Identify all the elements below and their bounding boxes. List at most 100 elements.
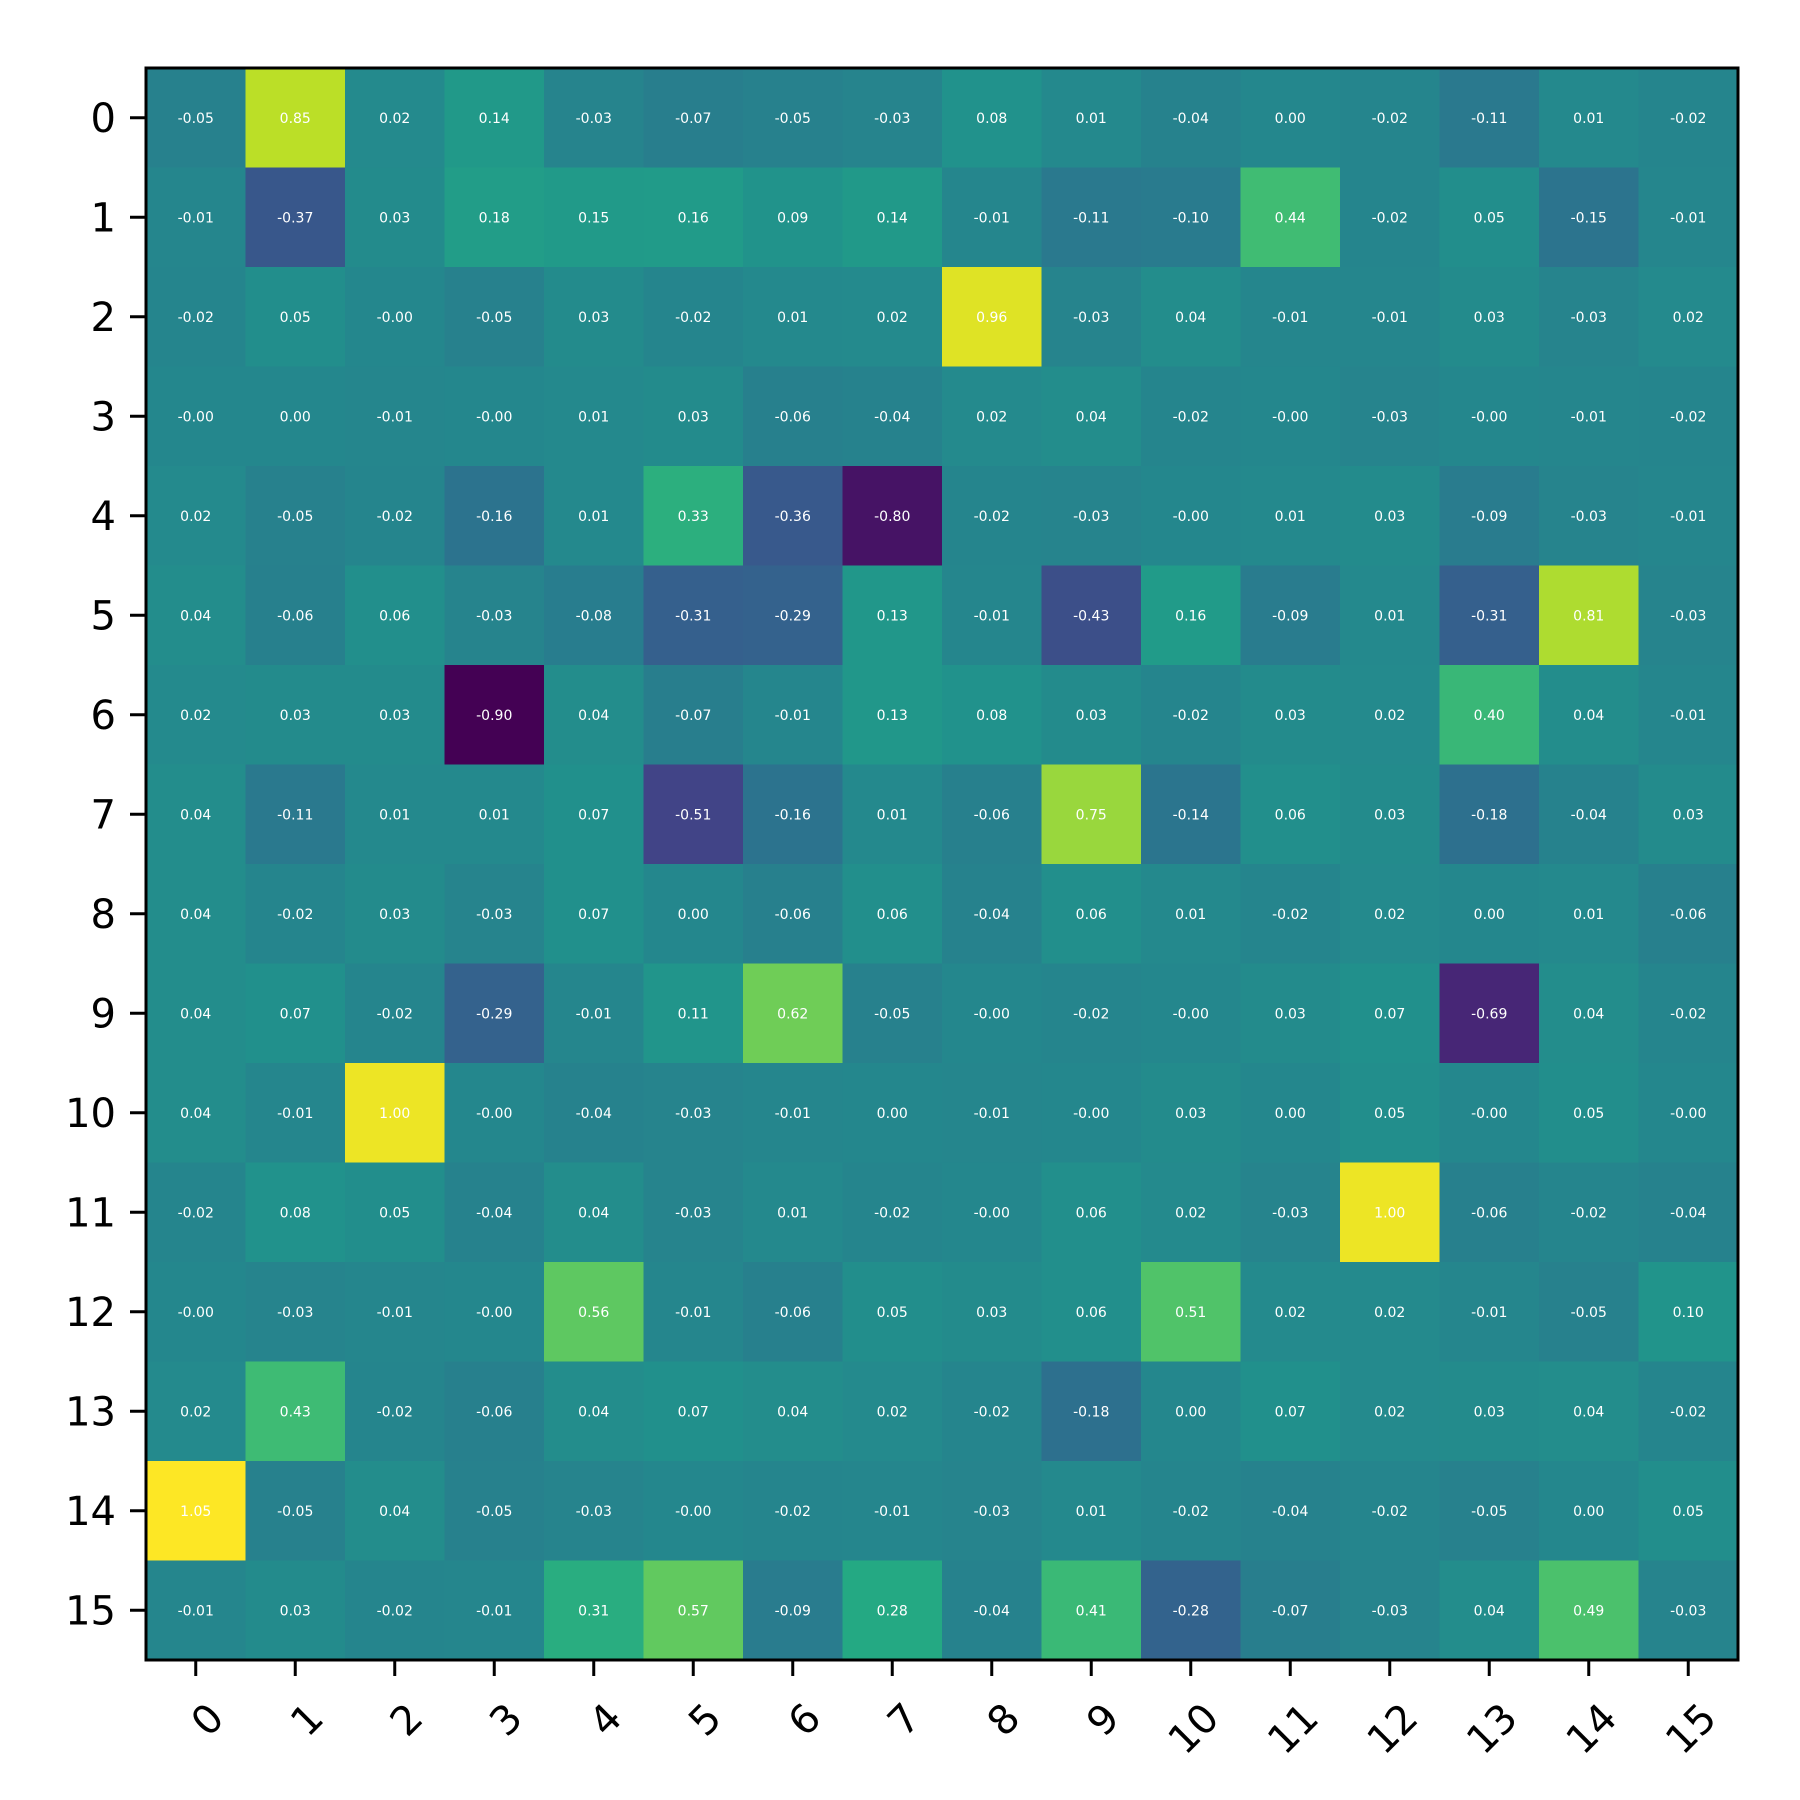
heatmap-cell-r15-c0 [146,1560,247,1661]
cell-value-label-r13-c14: 0.04 [1573,1404,1604,1420]
cell-value-label-r14-c12: -0.02 [1372,1504,1408,1520]
cell-value-label-r3-c0: -0.00 [178,409,214,425]
cell-value-label-r0-c13: -0.11 [1471,111,1507,127]
cell-value-label-r11-c12: 1.00 [1374,1205,1405,1221]
cell-value-label-r11-c11: -0.03 [1272,1205,1308,1221]
heatmap-cell-r0-c1 [245,68,346,169]
heatmap-cell-r14-c3 [444,1461,545,1562]
heatmap-cell-r12-c9 [1041,1262,1142,1363]
heatmap-cell-r12-c14 [1539,1262,1640,1363]
heatmap-cell-r9-c9 [1041,963,1142,1064]
cell-value-label-r3-c9: 0.04 [1076,409,1107,425]
cell-value-label-r3-c10: -0.02 [1173,409,1209,425]
cell-value-label-r9-c7: -0.05 [874,1006,910,1022]
cell-value-label-r10-c9: -0.00 [1073,1106,1109,1122]
heatmap-cell-r3-c12 [1340,366,1441,467]
heatmap-cell-r6-c1 [245,665,346,766]
cell-value-label-r11-c6: 0.01 [777,1205,808,1221]
heatmap-cell-r0-c2 [345,68,446,169]
x-tick-label-10: 10 [1160,1695,1229,1764]
heatmap-cell-r11-c8 [942,1162,1043,1263]
heatmap-cell-r8-c2 [345,864,446,965]
heatmap-cell-r1-c8 [942,167,1043,268]
cell-value-label-r6-c10: -0.02 [1173,708,1209,724]
cell-value-label-r9-c13: -0.69 [1471,1006,1507,1022]
heatmap-cell-r11-c2 [345,1162,446,1263]
cell-value-label-r11-c15: -0.04 [1670,1205,1706,1221]
cell-value-label-r4-c5: 0.33 [678,509,709,525]
heatmap-cell-r14-c11 [1240,1461,1341,1562]
heatmap-cell-r12-c2 [345,1262,446,1363]
heatmap-cell-r8-c9 [1041,864,1142,965]
x-tick-label-15: 15 [1657,1695,1726,1764]
cell-value-label-r0-c6: -0.05 [775,111,811,127]
cell-value-label-r3-c12: -0.03 [1372,409,1408,425]
cell-value-label-r8-c8: -0.04 [974,907,1010,923]
cell-value-label-r6-c4: 0.04 [578,708,609,724]
cell-value-label-r6-c15: -0.01 [1670,708,1706,724]
heatmap-cell-r11-c15 [1638,1162,1739,1263]
heatmap-cell-r13-c12 [1340,1361,1441,1462]
heatmap-cell-r13-c14 [1539,1361,1640,1462]
heatmap-cell-r4-c7 [842,466,943,567]
heatmap-cell-r4-c1 [245,466,346,567]
heatmap-cell-r0-c12 [1340,68,1441,169]
heatmap-cell-r2-c10 [1141,267,1242,368]
heatmap-cell-r14-c6 [743,1461,844,1562]
heatmap-cell-r8-c1 [245,864,346,965]
heatmap-cell-r12-c10 [1141,1262,1242,1363]
cell-value-label-r9-c1: 0.07 [280,1006,311,1022]
cell-value-label-r0-c5: -0.07 [675,111,711,127]
heatmap-cell-r6-c9 [1041,665,1142,766]
heatmap-cell-r15-c2 [345,1560,446,1661]
heatmap-cell-r7-c14 [1539,764,1640,865]
x-tick-label-4: 4 [581,1695,632,1746]
heatmap-cell-r10-c10 [1141,1063,1242,1164]
cell-value-label-r3-c7: -0.04 [874,409,910,425]
cell-value-label-r14-c9: 0.01 [1076,1504,1107,1520]
cell-value-label-r0-c9: 0.01 [1076,111,1107,127]
heatmap-cell-r4-c13 [1439,466,1540,567]
heatmap-cell-r8-c4 [544,864,645,965]
cell-value-label-r1-c12: -0.02 [1372,210,1408,226]
heatmap-cell-r13-c3 [444,1361,545,1462]
heatmap-cell-r8-c13 [1439,864,1540,965]
heatmap-cell-r10-c7 [842,1063,943,1164]
cell-value-label-r7-c14: -0.04 [1571,807,1607,823]
y-tick-label-2: 2 [91,295,116,341]
cell-value-label-r4-c7: -0.80 [874,509,910,525]
heatmap-cell-r2-c7 [842,267,943,368]
cell-value-label-r7-c1: -0.11 [277,807,313,823]
cell-value-label-r9-c4: -0.01 [576,1006,612,1022]
cell-value-label-r11-c2: 0.05 [379,1205,410,1221]
heatmap-cell-r0-c3 [444,68,545,169]
cell-value-label-r15-c0: -0.01 [178,1603,214,1619]
heatmap-cell-r5-c0 [146,565,247,666]
heatmap-cell-r4-c15 [1638,466,1739,567]
cell-value-label-r14-c13: -0.05 [1471,1504,1507,1520]
cell-value-label-r1-c11: 0.44 [1275,210,1306,226]
cell-value-label-r9-c15: -0.02 [1670,1006,1706,1022]
heatmap-cell-r9-c1 [245,963,346,1064]
heatmap-cell-r6-c15 [1638,665,1739,766]
heatmap-cell-r13-c8 [942,1361,1043,1462]
cell-value-label-r2-c5: -0.02 [675,310,711,326]
heatmap-cell-r7-c15 [1638,764,1739,865]
cell-value-label-r1-c8: -0.01 [974,210,1010,226]
cell-value-label-r13-c5: 0.07 [678,1404,709,1420]
heatmap-cell-r5-c4 [544,565,645,666]
heatmap-cell-r14-c8 [942,1461,1043,1562]
cell-value-label-r15-c2: -0.02 [377,1603,413,1619]
heatmap-cell-r2-c15 [1638,267,1739,368]
cell-value-label-r2-c12: -0.01 [1372,310,1408,326]
cell-value-label-r10-c6: -0.01 [775,1106,811,1122]
heatmap-cell-r9-c13 [1439,963,1540,1064]
cell-value-label-r13-c7: 0.02 [877,1404,908,1420]
cell-value-label-r6-c5: -0.07 [675,708,711,724]
cell-value-label-r11-c10: 0.02 [1175,1205,1206,1221]
heatmap-cell-r0-c6 [743,68,844,169]
heatmap-cell-r12-c3 [444,1262,545,1363]
heatmap-cell-r9-c5 [643,963,744,1064]
cell-value-label-r10-c10: 0.03 [1175,1106,1206,1122]
heatmap-cell-r4-c4 [544,466,645,567]
